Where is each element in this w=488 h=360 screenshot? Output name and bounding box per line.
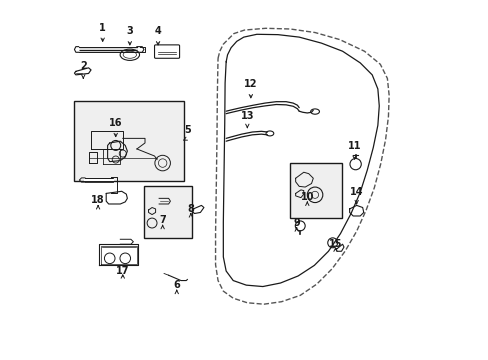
- Text: 4: 4: [154, 26, 161, 36]
- Text: 7: 7: [159, 215, 166, 225]
- Text: 14: 14: [349, 187, 363, 197]
- Text: 12: 12: [244, 79, 257, 89]
- Bar: [74, 101, 183, 181]
- Text: 10: 10: [300, 192, 313, 202]
- Bar: [289, 163, 341, 218]
- Bar: [143, 186, 191, 238]
- Text: 9: 9: [293, 218, 300, 228]
- Text: 13: 13: [240, 111, 254, 121]
- Text: 8: 8: [187, 203, 194, 213]
- Text: 1: 1: [99, 23, 106, 32]
- Text: 5: 5: [183, 125, 190, 135]
- Text: 15: 15: [328, 239, 342, 249]
- Text: 11: 11: [347, 141, 361, 151]
- Text: 3: 3: [126, 26, 133, 36]
- Text: 2: 2: [80, 61, 86, 71]
- Text: 6: 6: [173, 280, 180, 290]
- Text: 18: 18: [91, 195, 105, 206]
- Text: 17: 17: [116, 266, 129, 276]
- Text: 16: 16: [109, 118, 122, 128]
- FancyBboxPatch shape: [154, 45, 179, 58]
